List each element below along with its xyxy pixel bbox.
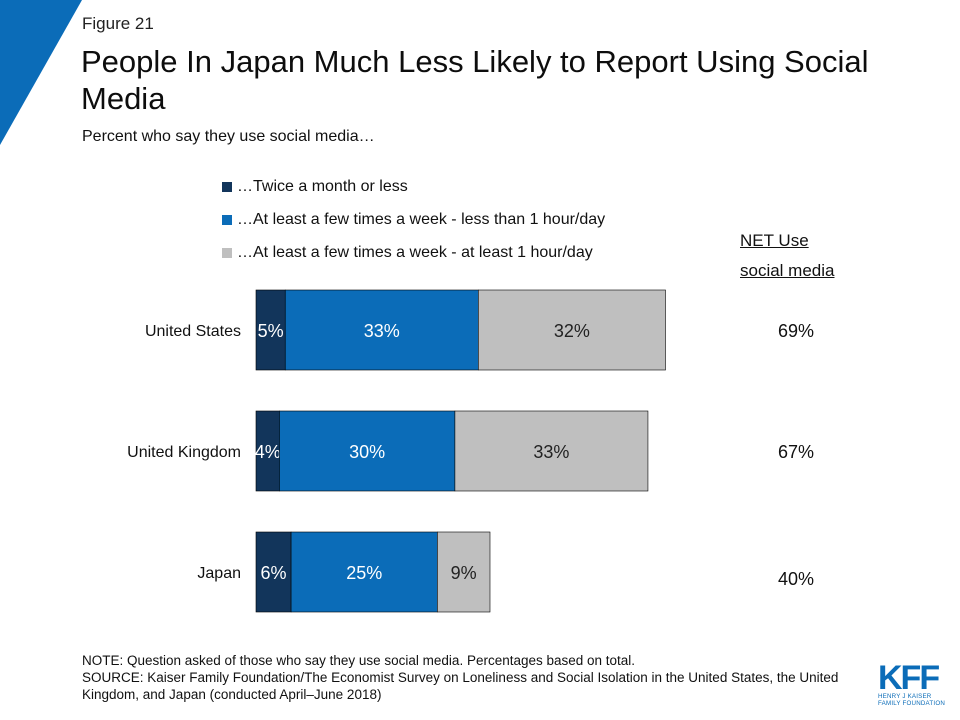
category-label: United Kingdom [127, 444, 241, 461]
legend-swatch-mid [222, 214, 232, 225]
chart-subtitle: Percent who say they use social media… [82, 128, 375, 145]
net-value: 69% [778, 321, 814, 341]
net-header: NET Use social media [740, 226, 835, 286]
bar-segment [255, 289, 286, 371]
data-label: 33% [364, 321, 400, 341]
net-value: 40% [778, 569, 814, 589]
legend: …Twice a month or less …At least a few t… [222, 170, 605, 269]
net-value: 67% [778, 442, 814, 462]
note-text: NOTE: Question asked of those who say th… [82, 653, 636, 668]
data-label: 32% [554, 321, 590, 341]
logo-mark: KFF [878, 659, 940, 697]
source-text: SOURCE: Kaiser Family Foundation/The Eco… [82, 670, 839, 702]
data-label: 9% [451, 563, 477, 583]
category-label: Japan [197, 565, 241, 582]
bar-segment [279, 410, 456, 492]
bar-segment [477, 289, 666, 371]
data-label: 4% [255, 442, 281, 462]
bar-segment [437, 531, 491, 613]
figure-label: Figure 21 [82, 14, 154, 33]
data-label: 25% [346, 563, 382, 583]
logo-line: HENRY J KAISER [878, 693, 932, 700]
bar-segment [284, 289, 479, 371]
legend-item-twice-month: …Twice a month or less [222, 170, 605, 203]
bar-segment [255, 531, 292, 613]
legend-label: …Twice a month or less [237, 177, 408, 195]
data-label: 6% [261, 563, 287, 583]
bar-segment [454, 410, 649, 492]
stacked-bar-chart: United States 5% 33% 32% 69% United Kingdom 4%… [127, 289, 814, 613]
bar-segment [290, 531, 438, 613]
data-label: 5% [258, 321, 284, 341]
chart-title: People In Japan Much Less Likely to Repo… [81, 44, 869, 116]
legend-item-less-than-hour: …At least a few times a week - less than… [222, 203, 605, 236]
corner-accent [0, 0, 82, 145]
category-label: United States [145, 323, 241, 340]
footnotes: NOTE: Question asked of those who say th… [82, 652, 862, 703]
legend-swatch-dark [222, 181, 232, 192]
net-header-line: NET Use [740, 231, 809, 250]
data-label: 33% [533, 442, 569, 462]
net-header-line: social media [740, 261, 835, 280]
legend-label: …At least a few times a week - at least … [237, 243, 593, 261]
kff-logo: KFF HENRY J KAISER FAMILY FOUNDATION [878, 659, 948, 707]
legend-item-at-least-hour: …At least a few times a week - at least … [222, 236, 605, 269]
logo-line: FAMILY FOUNDATION [878, 700, 945, 707]
legend-label: …At least a few times a week - less than… [237, 210, 606, 228]
data-label: 30% [349, 442, 385, 462]
legend-swatch-light [222, 247, 232, 258]
